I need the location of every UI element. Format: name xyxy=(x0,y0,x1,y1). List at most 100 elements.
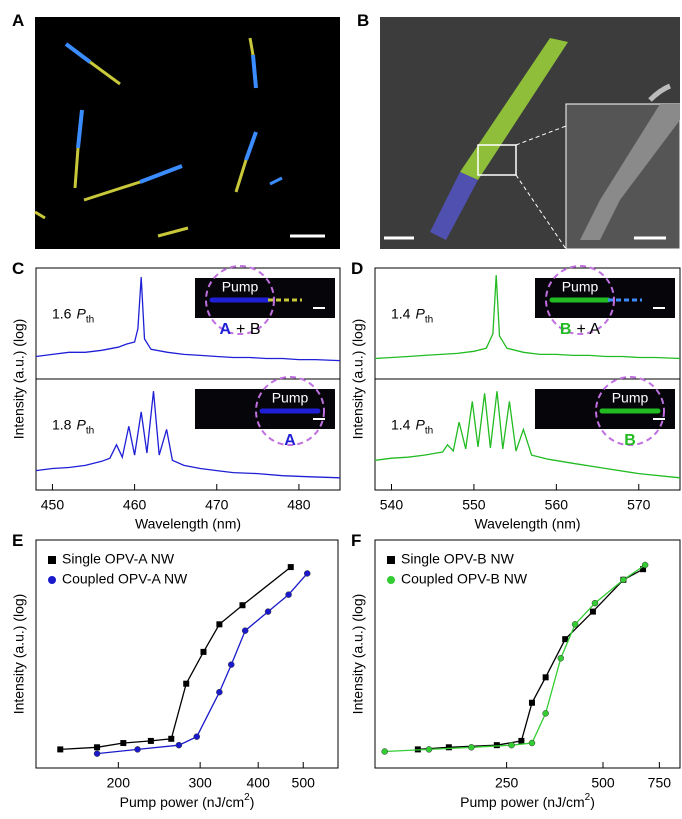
marker xyxy=(175,741,183,749)
legend-label: Coupled OPV-A NW xyxy=(62,571,188,587)
spectrum-line xyxy=(374,391,681,479)
annotation: 1.6 Pth xyxy=(52,305,94,325)
inset-tag-rest: + A xyxy=(576,321,600,338)
annotation-sub: th xyxy=(425,426,433,437)
marker xyxy=(264,608,272,615)
annotation-value: 1.4 xyxy=(391,416,411,432)
annotation-value: 1.6 xyxy=(52,305,72,321)
marker xyxy=(303,570,311,577)
inset-tag: A + B xyxy=(219,321,260,338)
x-tick-label: 560 xyxy=(545,497,569,513)
x-axis-label-sup: 2 xyxy=(244,792,250,803)
inset-pump: Pump xyxy=(272,390,309,406)
marker xyxy=(120,740,127,747)
annotation-value: 1.8 xyxy=(52,416,72,432)
annotation-var: P xyxy=(76,305,86,321)
pump-spot xyxy=(255,376,325,446)
x-axis-label: Wavelength (nm) xyxy=(474,516,580,532)
x-tick-label: 540 xyxy=(380,497,404,513)
marker xyxy=(528,739,536,747)
marker xyxy=(228,661,235,668)
legend-marker xyxy=(387,556,395,564)
marker xyxy=(216,688,223,696)
pump-spot xyxy=(205,265,275,335)
marker xyxy=(542,710,549,717)
x-tick-label: 550 xyxy=(462,497,486,513)
x-tick-label: 250 xyxy=(495,775,519,791)
annotation-sub: th xyxy=(86,315,94,326)
annotation: 1.4 Pth xyxy=(391,305,433,325)
plot-frame xyxy=(374,539,681,769)
legend-label: Single OPV-B NW xyxy=(401,551,515,567)
marker xyxy=(200,648,207,655)
marker xyxy=(589,608,596,615)
pump-spot xyxy=(595,376,665,446)
marker xyxy=(557,654,565,662)
x-tick-label: 470 xyxy=(205,497,229,513)
fit-curve xyxy=(60,566,292,751)
x-tick-label: 460 xyxy=(123,497,147,513)
inset-pump: Pump xyxy=(222,279,259,295)
inset-tag: A xyxy=(284,432,296,449)
inset-tag-name: B xyxy=(560,321,572,338)
marker xyxy=(518,737,525,744)
panel-label: A xyxy=(12,11,24,30)
marker xyxy=(193,733,201,740)
marker xyxy=(591,599,599,607)
marker xyxy=(94,744,101,751)
legend-label: Coupled OPV-B NW xyxy=(401,571,528,587)
spectrum-line xyxy=(35,277,341,362)
inset-pump: Pump xyxy=(562,279,599,295)
annotation-var: P xyxy=(76,416,86,432)
marker xyxy=(241,627,249,634)
x-tick-label: 400 xyxy=(247,775,271,791)
legend-marker xyxy=(48,556,56,564)
marker xyxy=(57,746,64,753)
x-axis-label-text: Pump power (nJ/cm xyxy=(460,794,584,810)
annotation: 1.4 Pth xyxy=(391,416,433,436)
marker xyxy=(493,742,500,749)
marker xyxy=(287,564,294,571)
annotation-value: 1.4 xyxy=(391,305,411,321)
legend-marker xyxy=(48,576,56,584)
inset-tag: B xyxy=(624,432,636,449)
y-axis-label: Intensity (a.u.) (log) xyxy=(11,594,27,715)
x-axis-label-text: Pump power (nJ/cm xyxy=(120,794,244,810)
annotation-sub: th xyxy=(425,315,433,326)
panel-label: B xyxy=(357,11,369,30)
x-axis-label: Wavelength (nm) xyxy=(135,516,241,532)
micrograph-a xyxy=(34,17,340,249)
inset-tag-name: A xyxy=(219,321,231,338)
panel-label: F xyxy=(351,531,361,550)
micrograph-b xyxy=(380,17,681,250)
inset-tag-name: B xyxy=(624,432,636,449)
inset-tag-name: A xyxy=(284,432,296,449)
y-axis-label: Intensity (a.u.) (log) xyxy=(350,319,366,440)
marker xyxy=(425,746,433,753)
marker xyxy=(571,621,579,628)
x-axis-label-end: ) xyxy=(250,794,255,810)
x-tick-label: 480 xyxy=(287,497,311,513)
spectrum-line xyxy=(35,391,341,479)
spectrum-line xyxy=(374,275,681,360)
x-tick-label: 500 xyxy=(591,775,615,791)
annotation-sub: th xyxy=(86,426,94,437)
marker xyxy=(468,744,475,751)
marker xyxy=(216,621,223,628)
inset-pump: Pump xyxy=(612,390,649,406)
marker xyxy=(620,576,627,584)
annotation-var: P xyxy=(415,305,425,321)
x-axis-label: Pump power (nJ/cm2) xyxy=(460,792,595,810)
marker xyxy=(134,746,141,753)
marker xyxy=(445,744,452,751)
x-tick-label: 300 xyxy=(188,775,212,791)
y-axis-label: Intensity (a.u.) (log) xyxy=(350,594,366,715)
x-tick-label: 500 xyxy=(292,775,316,791)
marker xyxy=(508,741,515,749)
marker xyxy=(93,750,101,757)
legend-marker xyxy=(387,576,395,584)
x-axis-label: Pump power (nJ/cm2) xyxy=(120,792,255,810)
plot-frame xyxy=(35,539,339,769)
inset-tag-rest: + B xyxy=(236,321,260,338)
panel-label: C xyxy=(12,259,24,278)
